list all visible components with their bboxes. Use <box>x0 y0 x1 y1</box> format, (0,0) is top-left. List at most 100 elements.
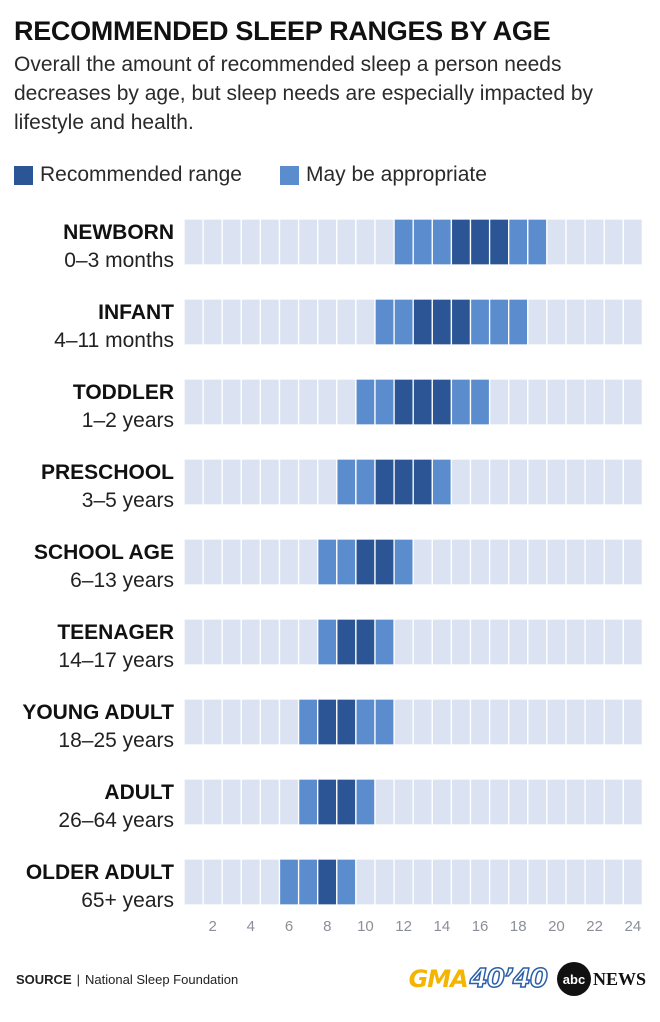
page-title: RECOMMENDED SLEEP RANGES BY AGE <box>14 16 551 46</box>
hour-cell <box>240 378 262 426</box>
hour-cell <box>202 698 223 746</box>
hour-cell <box>374 218 395 266</box>
hour-cell <box>355 218 376 266</box>
hour-cell-appropriate <box>297 858 319 906</box>
hour-cell-recommended <box>355 618 376 666</box>
hour-cell <box>259 698 281 746</box>
hour-cell <box>297 218 319 266</box>
hour-cell <box>317 298 338 346</box>
hour-cell-appropriate <box>317 538 338 586</box>
x-tick-label: 20 <box>548 918 565 935</box>
source-separator: | <box>76 972 81 987</box>
hour-cell <box>450 458 472 506</box>
hour-cell <box>259 858 281 906</box>
hour-cell-appropriate <box>317 618 338 666</box>
hour-cell <box>183 538 204 586</box>
hour-cell <box>469 778 491 826</box>
sleep-range-chart: NEWBORN 0–3 months INFANT 4–11 months TODDLE… <box>22 218 644 935</box>
x-tick-label: 14 <box>434 918 451 935</box>
hour-cell-appropriate <box>374 298 395 346</box>
hour-cell <box>546 458 567 506</box>
hour-cell <box>622 298 644 346</box>
hour-cell <box>259 778 281 826</box>
hour-cell <box>202 858 223 906</box>
hour-cell <box>259 218 281 266</box>
hour-cell <box>508 458 529 506</box>
hour-cell <box>297 378 319 426</box>
hour-cell-appropriate <box>355 698 376 746</box>
hour-cell <box>527 858 548 906</box>
hour-cell-appropriate <box>469 378 491 426</box>
hour-cell-recommended <box>355 538 376 586</box>
hour-cell <box>240 458 262 506</box>
hour-cell <box>355 298 376 346</box>
hour-cell <box>431 698 453 746</box>
hour-cell-appropriate <box>508 298 529 346</box>
news-logo: NEWS <box>592 968 646 989</box>
hour-cell <box>603 298 624 346</box>
hour-cell <box>183 298 204 346</box>
age-group-range: 4–11 months <box>54 329 174 352</box>
hour-cell <box>202 298 223 346</box>
hour-cell <box>221 298 242 346</box>
age-group-row: INFANT 4–11 months <box>54 298 644 352</box>
hour-cell <box>565 378 586 426</box>
hour-cell-recommended <box>336 698 357 746</box>
hour-cell <box>259 618 281 666</box>
hour-cell <box>336 298 357 346</box>
x-tick-label: 22 <box>586 918 603 935</box>
hour-cell <box>317 378 338 426</box>
age-group-row: TEENAGER 14–17 years <box>57 618 644 672</box>
hour-cell <box>488 778 510 826</box>
hour-cell <box>622 618 644 666</box>
hour-cell <box>565 218 586 266</box>
hour-cell <box>603 218 624 266</box>
gma-logo: GMA <box>408 965 469 993</box>
age-group-name: TEENAGER <box>57 621 174 644</box>
x-tick-label: 10 <box>357 918 374 935</box>
hour-cell <box>183 698 204 746</box>
hour-cell <box>240 698 262 746</box>
hour-cell <box>565 778 586 826</box>
hour-cell-recommended <box>317 778 338 826</box>
age-group-name: ADULT <box>104 781 174 804</box>
hour-cell <box>488 618 510 666</box>
hour-cell <box>355 858 376 906</box>
source-label: SOURCE <box>16 972 72 987</box>
hour-cell-appropriate <box>355 378 376 426</box>
hour-cell <box>412 858 433 906</box>
x-tick-label: 16 <box>472 918 489 935</box>
hour-cell <box>565 538 586 586</box>
hour-cell-recommended <box>488 218 510 266</box>
age-group-range: 14–17 years <box>58 649 174 672</box>
hour-cell <box>183 618 204 666</box>
hour-cell <box>622 698 644 746</box>
hour-cell <box>565 298 586 346</box>
hour-cell <box>584 298 605 346</box>
hour-cell <box>603 858 624 906</box>
age-group-row: ADULT 26–64 years <box>58 778 644 832</box>
hour-cell-appropriate <box>336 538 357 586</box>
hour-cell <box>183 778 204 826</box>
hour-cell <box>450 778 472 826</box>
hour-cell <box>202 458 223 506</box>
hour-cell <box>393 778 414 826</box>
age-group-row: YOUNG ADULT 18–25 years <box>22 698 644 752</box>
hour-cell <box>527 298 548 346</box>
hour-cell <box>622 458 644 506</box>
age-group-row: OLDER ADULT 65+ years <box>26 858 644 912</box>
hour-cell <box>603 698 624 746</box>
hour-cell <box>297 298 319 346</box>
hour-cell <box>584 218 605 266</box>
hour-cell <box>278 298 300 346</box>
hour-cell <box>584 698 605 746</box>
age-group-row: PRESCHOOL 3–5 years <box>41 458 644 512</box>
hour-cell <box>622 378 644 426</box>
gma-4040-logo: 40’40 <box>469 963 549 995</box>
hour-cell <box>527 618 548 666</box>
hour-cell <box>431 538 453 586</box>
hour-cell <box>259 298 281 346</box>
legend: Recommended range May be appropriate <box>14 163 525 187</box>
hour-cell <box>546 538 567 586</box>
hour-cell <box>450 618 472 666</box>
